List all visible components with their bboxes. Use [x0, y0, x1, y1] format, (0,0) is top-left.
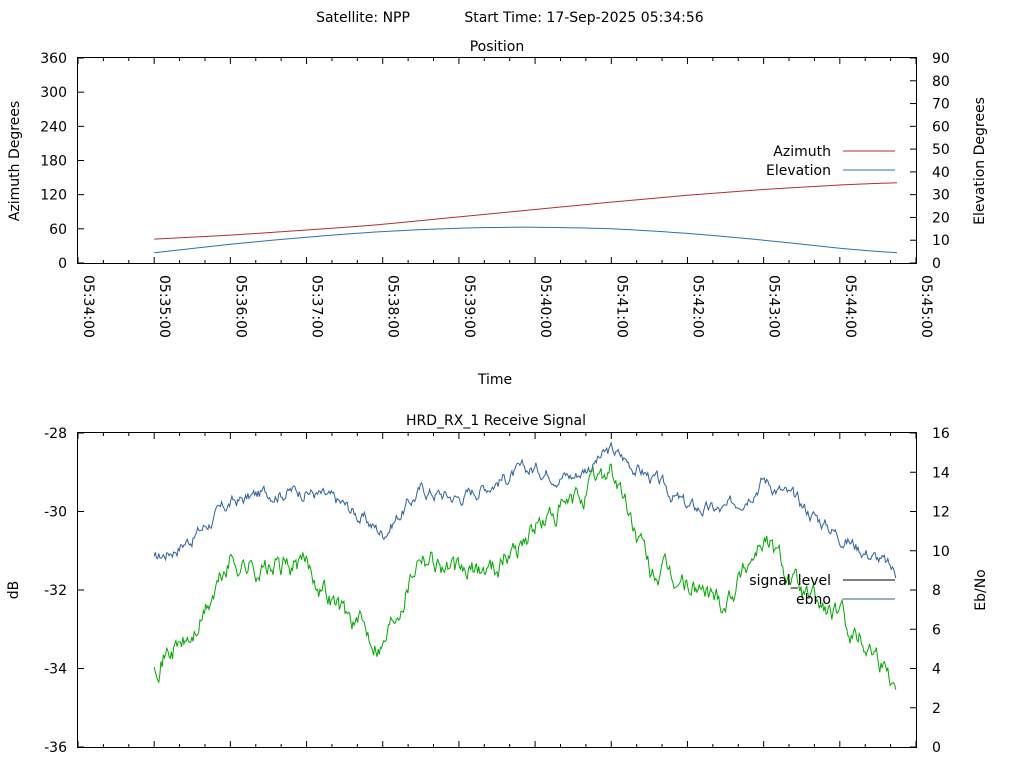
y2-tick-label: 6	[932, 622, 941, 638]
legend-label: Elevation	[766, 163, 831, 179]
x-tick-label: 05:35:00	[156, 275, 172, 338]
position-chart-title: Position	[470, 39, 525, 55]
y2-tick-label: 16	[932, 426, 950, 442]
eb-no-green-line	[153, 463, 897, 690]
y-tick-label: -32	[44, 583, 67, 599]
azimuth-line	[154, 182, 898, 240]
y-tick-label: 240	[40, 119, 67, 135]
legend-label: ebno	[796, 592, 831, 608]
ebno-axis-label: Eb/No	[973, 569, 989, 611]
x-tick-label: 05:39:00	[461, 275, 477, 338]
y2-tick-label: 10	[932, 544, 950, 560]
position-plot-frame	[77, 57, 917, 264]
y2-tick-label: 8	[932, 583, 941, 599]
x-tick-label: 05:34:00	[80, 275, 96, 338]
y2-tick-label: 4	[932, 662, 941, 678]
y-tick-label: -30	[44, 505, 67, 521]
elevation-axis-label: Elevation Degrees	[972, 97, 988, 225]
y-tick-label: -28	[44, 426, 67, 442]
y2-tick-label: 50	[932, 142, 950, 158]
x-tick-label: 05:44:00	[842, 275, 858, 338]
y2-tick-label: 14	[932, 465, 950, 481]
y-tick-label: 120	[40, 188, 67, 204]
y-tick-label: -36	[44, 740, 67, 756]
start-time-label: Start Time: 17-Sep-2025 05:34:56	[464, 10, 703, 26]
x-tick-label: 05:42:00	[689, 275, 705, 338]
ebno-line	[153, 442, 897, 579]
x-tick-label: 05:45:00	[918, 275, 934, 338]
y-tick-label: 300	[40, 85, 67, 101]
x-tick-label: 05:41:00	[613, 275, 629, 338]
y-tick-label: 0	[58, 256, 67, 272]
x-tick-label: 05:36:00	[232, 275, 248, 338]
y2-tick-label: 70	[932, 97, 950, 113]
y2-tick-label: 12	[932, 505, 950, 521]
y-tick-label: 180	[40, 154, 67, 170]
db-axis-label: dB	[6, 581, 22, 600]
y-tick-label: 60	[49, 222, 67, 238]
signal-plot-frame	[77, 432, 917, 748]
azimuth-axis-label: Azimuth Degrees	[7, 101, 23, 221]
x-tick-label: 05:38:00	[385, 275, 401, 338]
y2-tick-label: 90	[932, 51, 950, 67]
elevation-line	[154, 226, 898, 254]
y2-tick-label: 10	[932, 233, 950, 249]
legend-label: Azimuth	[773, 144, 831, 160]
x-tick-label: 05:40:00	[537, 275, 553, 338]
y2-tick-label: 20	[932, 210, 950, 226]
y2-tick-label: 30	[932, 188, 950, 204]
y-tick-label: 360	[40, 51, 67, 67]
signal-chart-title: HRD_RX_1 Receive Signal	[406, 413, 586, 429]
y2-tick-label: 60	[932, 119, 950, 135]
time-axis-label: Time	[477, 372, 512, 388]
legend-label: signal_level	[749, 573, 831, 589]
chart-marks: 0601201802403003600102030405060708090-36…	[40, 51, 950, 756]
x-tick-label: 05:43:00	[766, 275, 782, 338]
y-tick-label: -34	[44, 662, 67, 678]
y2-tick-label: 0	[932, 256, 941, 272]
x-tick-label: 05:37:00	[309, 275, 325, 338]
y2-tick-label: 2	[932, 701, 941, 717]
y2-tick-label: 40	[932, 165, 950, 181]
y2-tick-label: 80	[932, 74, 950, 90]
satellite-label: Satellite: NPP	[316, 10, 410, 26]
y2-tick-label: 0	[932, 740, 941, 756]
